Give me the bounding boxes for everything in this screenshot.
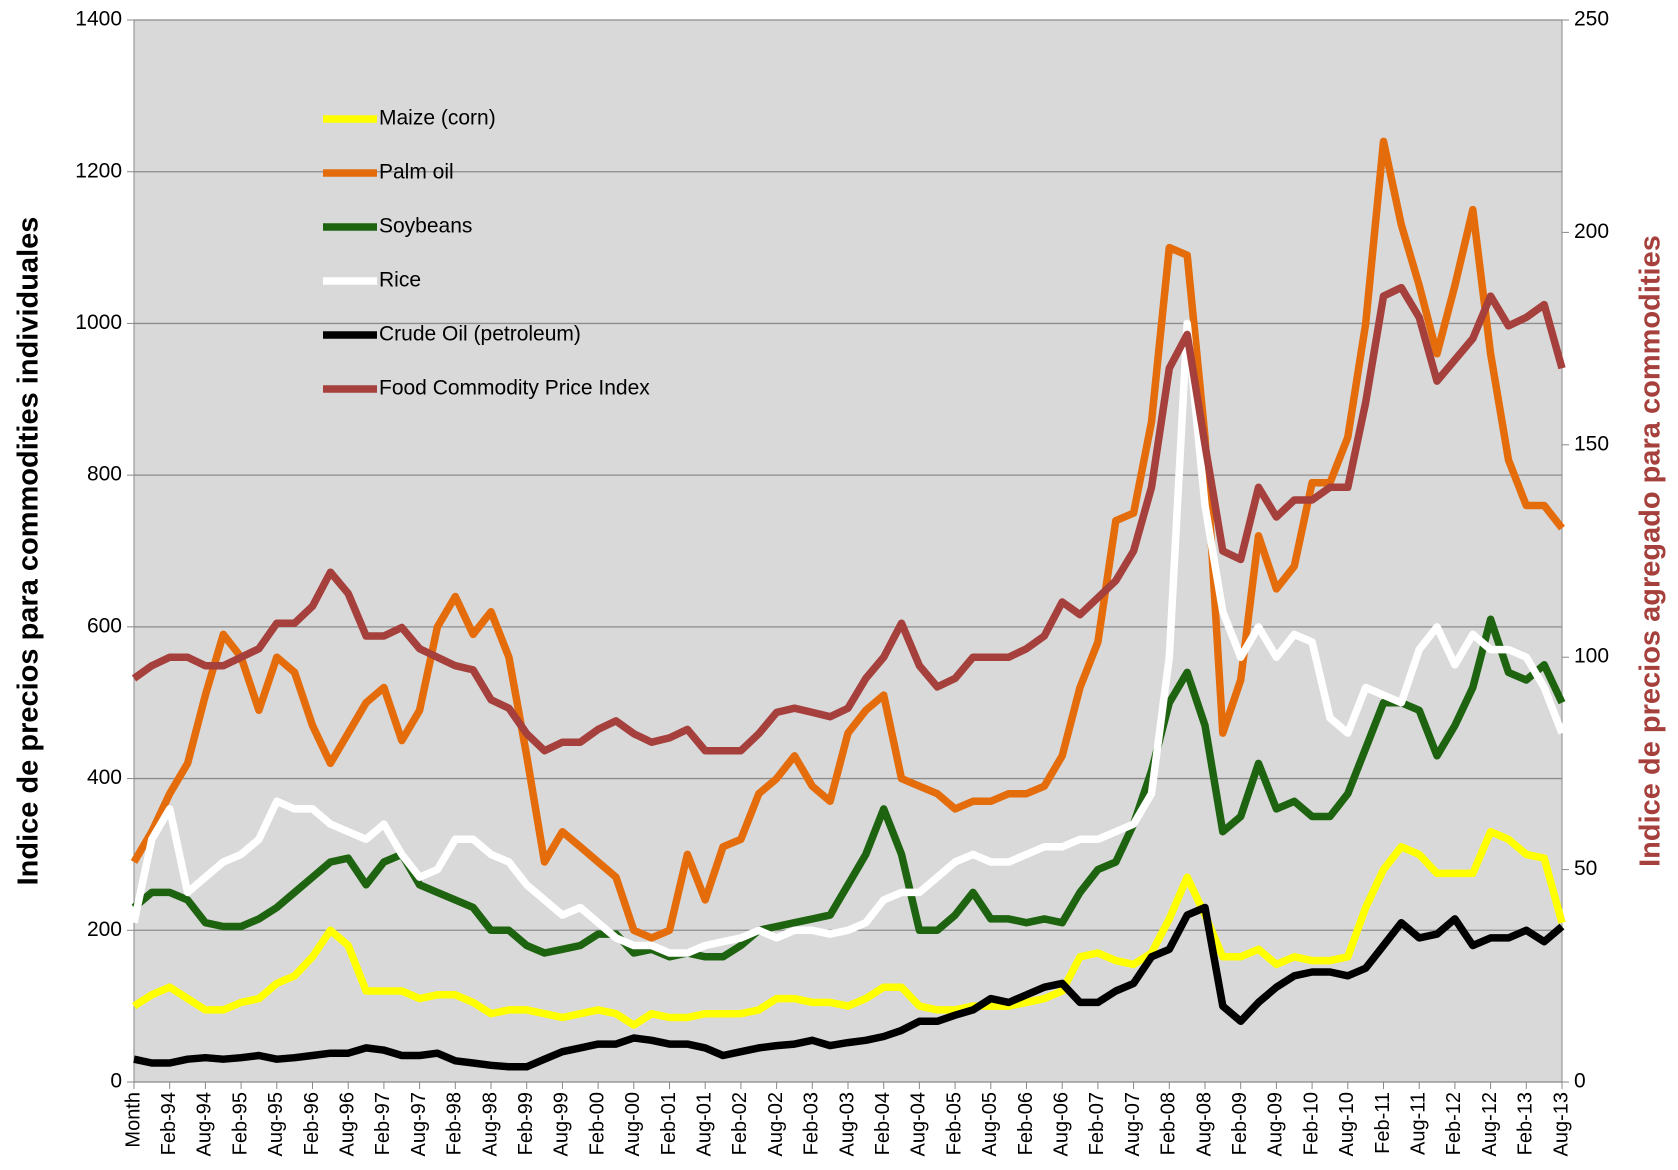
x-tick-label: Feb-11 <box>1372 1092 1394 1154</box>
legend-label: Crude Oil (petroleum) <box>379 323 581 346</box>
x-tick-label: Feb-13 <box>1515 1092 1537 1155</box>
x-tick-label: Aug-04 <box>908 1092 930 1157</box>
series-line <box>133 903 1565 1071</box>
x-tick-label: Feb-94 <box>158 1092 180 1155</box>
x-tick-label: Feb-07 <box>1086 1092 1108 1155</box>
x-tick-label: Feb-01 <box>658 1092 680 1155</box>
y-tick-label: 400 <box>87 766 122 789</box>
x-tick-label: Feb-05 <box>943 1092 965 1155</box>
legend-label: Soybeans <box>379 215 472 238</box>
x-tick-label: Aug-11 <box>1407 1092 1429 1155</box>
y-tick-label: 600 <box>87 614 122 637</box>
x-tick-label: Feb-12 <box>1443 1092 1465 1155</box>
y-tick-label: 0 <box>110 1070 122 1093</box>
x-tick-label: Aug-00 <box>622 1092 644 1157</box>
x-tick-label: Feb-08 <box>1158 1092 1180 1155</box>
x-tick-label: Aug-03 <box>836 1092 858 1157</box>
x-tick-label: Aug-02 <box>765 1092 787 1157</box>
x-tick-label: Aug-07 <box>1122 1092 1144 1157</box>
x-tick-label: Feb-03 <box>801 1092 823 1155</box>
x-tick-label: Aug-95 <box>265 1092 287 1157</box>
y-tick-label: 1000 <box>75 311 122 334</box>
x-tick-label: Aug-10 <box>1336 1092 1358 1157</box>
legend-label: Palm oil <box>379 161 454 184</box>
series-line <box>131 615 1566 961</box>
x-tick-label: Aug-98 <box>479 1092 501 1157</box>
plot-area <box>134 20 1562 1082</box>
x-tick-label: Aug-13 <box>1550 1092 1572 1157</box>
x-tick-label: Feb-98 <box>444 1092 466 1155</box>
y2-tick-label: 50 <box>1574 857 1597 880</box>
x-tick-label: Month <box>122 1092 144 1148</box>
x-tick-label: Aug-96 <box>336 1092 358 1157</box>
x-tick-label: Aug-05 <box>979 1092 1001 1157</box>
y2-tick-label: 250 <box>1574 8 1609 31</box>
x-tick-label: Aug-12 <box>1479 1092 1501 1157</box>
x-tick-label: Aug-99 <box>551 1092 573 1157</box>
x-tick-label: Feb-99 <box>515 1092 537 1155</box>
y-tick-label: 1200 <box>75 159 122 182</box>
y2-tick-label: 150 <box>1574 432 1609 455</box>
x-tick-label: Aug-97 <box>408 1092 430 1157</box>
y-tick-label: 800 <box>87 463 122 486</box>
series-line <box>131 827 1566 1029</box>
x-tick-label: Aug-01 <box>693 1092 715 1157</box>
x-tick-label: Feb-04 <box>872 1092 894 1155</box>
y-tick-label: 1400 <box>75 8 122 31</box>
x-tick-label: Feb-95 <box>229 1092 251 1155</box>
series-line <box>130 137 1565 942</box>
y2-tick-label: 0 <box>1574 1070 1586 1093</box>
x-tick-label: Feb-96 <box>301 1092 323 1155</box>
series-line <box>130 319 1566 957</box>
y-axis-title: Indice de precios para commodities indiv… <box>13 217 45 886</box>
legend-label: Food Commodity Price Index <box>379 377 650 400</box>
x-tick-label: Feb-09 <box>1229 1092 1251 1155</box>
x-tick-label: Feb-00 <box>586 1092 608 1155</box>
series-line <box>131 283 1566 755</box>
x-tick-label: Aug-09 <box>1265 1092 1287 1157</box>
x-tick-label: Feb-97 <box>372 1092 394 1155</box>
x-tick-label: Aug-06 <box>1050 1092 1072 1157</box>
x-tick-label: Aug-08 <box>1193 1092 1215 1157</box>
legend-label: Maize (corn) <box>379 107 496 130</box>
x-tick-label: Feb-06 <box>1015 1092 1037 1155</box>
y-tick-label: 200 <box>87 918 122 941</box>
x-tick-label: Feb-02 <box>729 1092 751 1155</box>
y2-tick-label: 100 <box>1574 645 1609 668</box>
legend-label: Rice <box>379 269 421 292</box>
y2-axis-title: Indice de precios agregado para commodit… <box>1635 235 1667 867</box>
x-tick-label: Feb-10 <box>1300 1092 1322 1155</box>
y2-tick-label: 200 <box>1574 220 1609 243</box>
x-tick-label: Aug-94 <box>194 1092 216 1157</box>
